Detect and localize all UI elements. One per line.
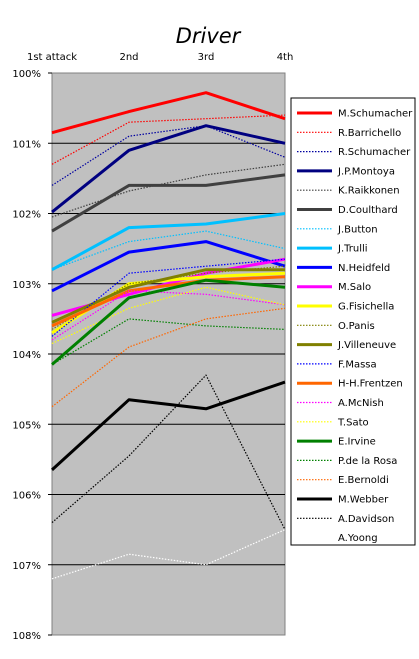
- legend-label: F.Massa: [338, 359, 377, 370]
- y-tick-label: 102%: [12, 210, 41, 221]
- series-line-t-sato: [51, 286, 286, 345]
- series-line-a-mcnish: [51, 290, 286, 341]
- series-lines: [50, 91, 286, 580]
- legend-label: E.Irvine: [338, 437, 376, 448]
- legend-label: D.Coulthard: [338, 205, 398, 216]
- y-tick-label: 107%: [12, 561, 41, 572]
- series-line-f-massa: [51, 258, 286, 337]
- series-line-m-webber: [50, 380, 286, 472]
- y-tick-label: 103%: [12, 280, 41, 291]
- y-tick-label: 106%: [12, 491, 41, 502]
- series-line-a-yoong: [51, 529, 286, 580]
- series-line-m-schumacher: [51, 91, 286, 135]
- legend-label: M.Schumacher: [338, 109, 413, 120]
- x-tick-label: 3rd: [198, 52, 215, 63]
- series-line-e-irvine: [51, 278, 286, 366]
- grid-lines: [52, 142, 285, 566]
- series-line-a-davidson: [51, 374, 286, 530]
- chart-title: Driver: [176, 24, 242, 48]
- y-tick-label: 108%: [12, 631, 41, 642]
- legend-entries: M.Schumacher R.Barrichello R.Schumacher J.P…: [297, 109, 413, 544]
- legend-label: J.Trulli: [337, 244, 368, 255]
- series-line-k-raikkonen: [51, 163, 286, 218]
- legend-label: M.Salo: [338, 282, 371, 293]
- legend-label: E.Bernoldi: [338, 475, 389, 486]
- y-tick-label: 101%: [12, 139, 41, 150]
- series-line-r-schumacher: [51, 125, 286, 186]
- legend-label: J.P.Montoya: [337, 166, 395, 177]
- legend-label: A.Yoong: [338, 533, 378, 544]
- x-axis: 1st attack 2nd 3rd 4th: [27, 52, 293, 63]
- legend-label: J.Villeneuve: [337, 340, 396, 351]
- series-line-d-coulthard: [51, 173, 286, 233]
- series-line-j-trulli: [51, 212, 286, 272]
- series-line-j-p-montoya: [51, 124, 286, 214]
- y-tick-label: 104%: [12, 350, 41, 361]
- y-tick-label: 100%: [12, 69, 41, 80]
- legend-label: N.Heidfeld: [338, 263, 390, 274]
- legend-label: R.Schumacher: [338, 147, 411, 158]
- legend: [290, 97, 416, 546]
- legend-label: A.McNish: [338, 398, 384, 409]
- series-line-n-heidfeld: [51, 240, 286, 293]
- legend-label: M.Webber: [338, 495, 389, 506]
- legend-label: J.Button: [337, 224, 378, 235]
- series-line-h-h-frentzen: [51, 275, 286, 328]
- x-tick-label: 1st attack: [27, 52, 77, 63]
- y-axis: 100% 101% 102% 103% 104% 105% 106% 107% 108%: [12, 69, 52, 642]
- series-line-j-villeneuve: [51, 268, 285, 324]
- legend-label: R.Barrichello: [338, 128, 401, 139]
- legend-label: P.de la Rosa: [338, 456, 397, 467]
- series-line-j-button: [51, 230, 286, 271]
- legend-label: K.Raikkonen: [338, 186, 400, 197]
- legend-label: A.Davidson: [338, 514, 394, 525]
- y-tick-label: 105%: [12, 420, 41, 431]
- x-tick-label: 4th: [277, 52, 294, 63]
- legend-label: O.Panis: [338, 321, 375, 332]
- legend-label: H-H.Frentzen: [338, 379, 403, 390]
- series-line-e-bernoldi: [51, 307, 286, 408]
- x-tick-label: 2nd: [119, 52, 138, 63]
- legend-label: T.Sato: [337, 417, 369, 428]
- legend-label: G.Fisichella: [338, 302, 394, 313]
- series-line-r-barrichello: [51, 114, 286, 165]
